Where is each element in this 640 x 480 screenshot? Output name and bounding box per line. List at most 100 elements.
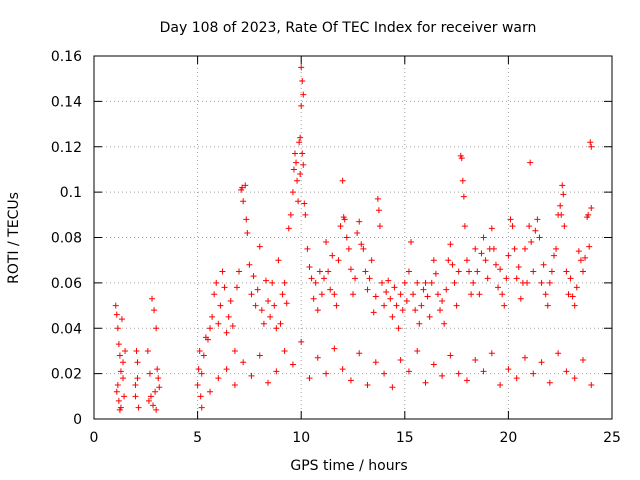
data-point (323, 370, 330, 377)
data-point (393, 302, 400, 309)
data-point (339, 366, 346, 373)
data-point (209, 313, 216, 320)
data-point (116, 352, 123, 359)
data-point (260, 320, 267, 327)
data-point (571, 375, 578, 382)
data-point (416, 320, 423, 327)
x-tick-label: 5 (193, 430, 202, 446)
data-points (112, 64, 595, 413)
data-point (347, 377, 354, 384)
data-point (482, 257, 489, 264)
y-tick-label: 0.16 (51, 49, 82, 65)
data-point (588, 143, 595, 150)
data-point (521, 245, 528, 252)
data-point (256, 243, 263, 250)
data-point (132, 393, 139, 400)
data-point (408, 239, 415, 246)
data-point (231, 347, 238, 354)
data-point (279, 291, 286, 298)
data-point (134, 375, 141, 382)
data-point (532, 227, 539, 234)
data-point (299, 150, 306, 157)
data-point (154, 366, 161, 373)
data-point (497, 266, 504, 273)
data-point (252, 302, 259, 309)
data-point (115, 397, 122, 404)
data-point (301, 200, 308, 207)
data-point (156, 384, 163, 391)
data-point (428, 279, 435, 286)
data-point (555, 350, 562, 357)
data-point (113, 388, 120, 395)
data-point (115, 341, 122, 348)
data-point (385, 277, 392, 284)
data-point (515, 263, 522, 270)
data-point (478, 250, 485, 257)
data-point (339, 177, 346, 184)
data-point (265, 379, 272, 386)
data-point (300, 91, 307, 98)
x-tick-label: 10 (292, 430, 310, 446)
data-point (151, 307, 158, 314)
data-point (376, 223, 383, 230)
data-point (472, 245, 479, 252)
data-point (460, 193, 467, 200)
x-tick-label: 15 (396, 430, 414, 446)
data-point (215, 320, 222, 327)
data-point (560, 191, 567, 198)
data-point (459, 177, 466, 184)
data-point (233, 284, 240, 291)
data-point (559, 182, 566, 189)
data-point (586, 243, 593, 250)
data-point (557, 202, 564, 209)
data-point (240, 198, 247, 205)
data-point (563, 368, 570, 375)
data-point (331, 345, 338, 352)
y-tick-label: 0.06 (51, 276, 82, 292)
data-point (538, 279, 545, 286)
data-point (439, 372, 446, 379)
data-point (323, 239, 330, 246)
data-point (453, 302, 460, 309)
data-point (480, 234, 487, 241)
data-point (387, 295, 394, 302)
data-point (298, 64, 305, 71)
data-point (426, 313, 433, 320)
data-point (395, 325, 402, 332)
data-point (271, 302, 278, 309)
data-point (337, 223, 344, 230)
data-point (550, 252, 557, 259)
data-point (405, 268, 412, 275)
data-point (316, 268, 323, 275)
data-point (360, 245, 367, 252)
data-point (569, 293, 576, 300)
data-point (144, 347, 151, 354)
data-point (463, 257, 470, 264)
data-point (200, 352, 207, 359)
data-point (329, 252, 336, 259)
data-point (215, 375, 222, 382)
data-point (579, 357, 586, 364)
data-point (262, 277, 269, 284)
data-point (135, 404, 142, 411)
data-point (571, 302, 578, 309)
data-point (507, 216, 514, 223)
data-point (499, 291, 506, 298)
data-point (383, 288, 390, 295)
data-point (297, 134, 304, 141)
data-point (414, 347, 421, 354)
y-tick-label: 0.1 (60, 185, 82, 201)
data-point (312, 279, 319, 286)
axis-ticks: 0 5 10 15 20 25 0 0.02 0.04 0.06 0.08 0.1 0.12 0.14 0.… (51, 49, 621, 446)
data-point (291, 150, 298, 157)
y-tick-label: 0.02 (51, 367, 82, 383)
data-point (397, 291, 404, 298)
data-point (490, 245, 497, 252)
data-point (350, 291, 356, 298)
x-tick-label: 0 (90, 430, 99, 446)
data-point (345, 245, 352, 252)
data-point (147, 393, 154, 400)
data-point (447, 241, 454, 248)
data-point (198, 370, 205, 377)
data-point (466, 268, 473, 275)
